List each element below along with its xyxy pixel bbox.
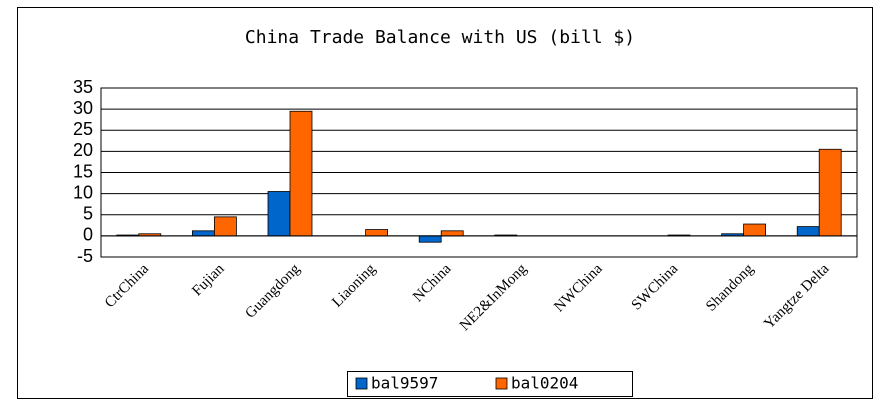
y-tick-label: 20: [73, 140, 93, 160]
legend-swatch: [355, 377, 368, 390]
bar: [289, 110, 313, 237]
chart-title: China Trade Balance with US (bill $): [245, 27, 635, 48]
bar: [191, 230, 215, 237]
y-tick-label: 0: [83, 225, 93, 245]
bar: [440, 230, 464, 237]
y-tick-label: 30: [73, 98, 93, 118]
y-tick-label: -5: [77, 246, 93, 266]
y-tick-label: 15: [73, 161, 93, 181]
y-tick-label: 10: [73, 182, 93, 202]
legend-swatch: [495, 377, 508, 390]
chart-border: [17, 7, 873, 399]
legend-label: bal9597: [371, 374, 438, 393]
bar: [418, 235, 442, 243]
y-tick-label: 25: [73, 119, 93, 139]
legend-box: [347, 371, 633, 397]
y-tick-label: 35: [73, 77, 93, 97]
plot-border: [100, 87, 858, 258]
bar: [743, 223, 766, 237]
bar: [213, 216, 237, 237]
bar: [267, 191, 291, 237]
bar: [818, 148, 842, 237]
y-tick-label: 5: [83, 204, 93, 224]
bar: [796, 226, 820, 237]
legend-label: bal0204: [511, 374, 578, 393]
bar: [365, 229, 389, 237]
